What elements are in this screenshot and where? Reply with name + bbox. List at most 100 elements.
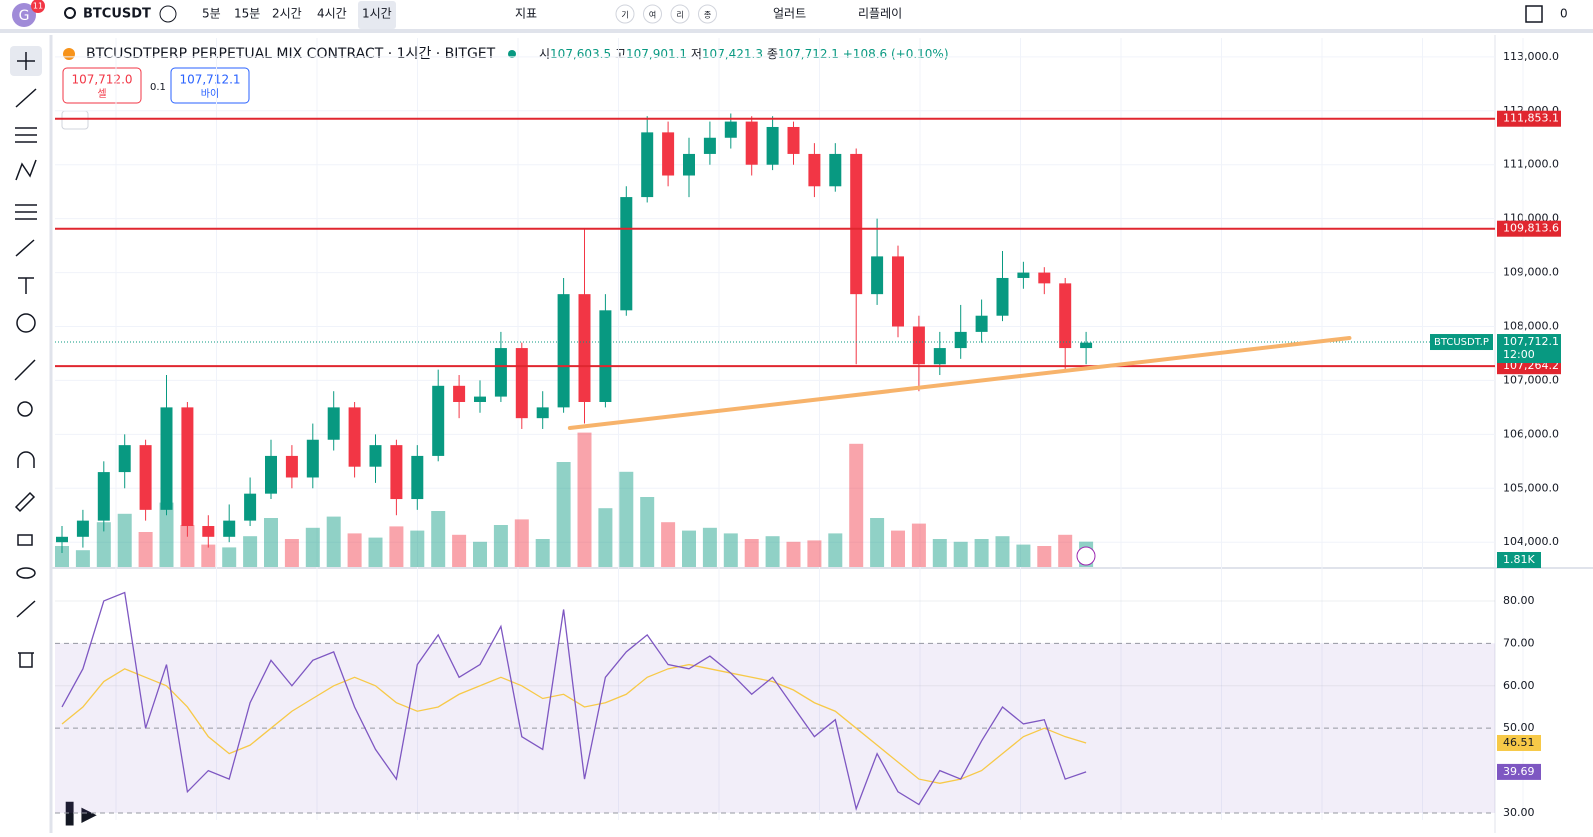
y-tick-label: 109,000.0 (1503, 266, 1559, 279)
tool-line[interactable] (15, 88, 37, 108)
volume-bar (514, 519, 529, 567)
ohlc-value: 107,421.3 (702, 47, 767, 61)
volume-bar (55, 546, 69, 567)
drawing-tools (10, 46, 42, 668)
volume-bar (828, 533, 843, 567)
search-icon[interactable] (64, 7, 76, 19)
active-interval-bg (358, 1, 396, 29)
candle-body (578, 294, 591, 402)
volume-label: 1.81K (1503, 553, 1535, 566)
candle-body (76, 520, 89, 537)
candle-body (97, 472, 110, 521)
countdown: 12:00 (1503, 348, 1535, 361)
volume-bar (347, 533, 362, 567)
avatar[interactable] (12, 3, 36, 27)
volume-bar (556, 462, 571, 567)
volume-bar (431, 511, 446, 567)
chip (670, 4, 690, 24)
alert[interactable]: 얼러트 (773, 7, 806, 21)
tool-magnet[interactable] (17, 451, 35, 468)
volume-bar (974, 539, 989, 567)
y-tick-label: 104,000.0 (1503, 535, 1559, 548)
chip (643, 4, 662, 24)
volume-bar (1037, 546, 1052, 567)
indicators[interactable]: 지표 (515, 7, 537, 21)
tool-fib[interactable] (15, 204, 37, 220)
volume-bar (264, 518, 278, 567)
candle-body (850, 153, 863, 295)
rsi-ma-line (61, 663, 1087, 784)
candle-body (933, 348, 946, 365)
candle-body (912, 326, 925, 365)
candle-body (871, 256, 884, 295)
y-tick-label: 107,000.0 (1503, 373, 1559, 386)
interval[interactable]: 1시간 (362, 7, 392, 21)
tool-pattern[interactable] (15, 159, 37, 181)
candle-body (996, 277, 1009, 316)
candle-body (181, 407, 194, 527)
tool-link[interactable] (16, 600, 36, 618)
tool-lock-draw[interactable] (14, 491, 36, 513)
buy-button[interactable] (170, 67, 250, 104)
volume-bar (452, 534, 467, 567)
symbol[interactable]: BTCUSDT (83, 7, 151, 22)
coin-icon (63, 48, 75, 60)
sell-label: 셀 (97, 88, 106, 100)
tool-crosshair[interactable] (17, 52, 35, 70)
badge-count: 11 (33, 2, 43, 11)
badge (31, 0, 45, 13)
tool-zoom[interactable] (17, 401, 33, 417)
tool-emoji[interactable] (16, 313, 36, 333)
legend-title: BTCUSDTPERP PERPETUAL MIX CONTRACT · 1시간… (86, 46, 496, 62)
candle-body (515, 348, 528, 419)
chip-label: 기 (621, 11, 628, 20)
y-tick-label: 111,000.0 (1503, 158, 1559, 171)
candle-body (348, 407, 361, 467)
tool-text[interactable] (18, 277, 34, 294)
ohlc-label: 종 (767, 47, 778, 61)
ohlc-change: +108.6 (+0.10%) (843, 47, 949, 61)
tool-lock[interactable] (17, 534, 33, 546)
tool-eye[interactable] (16, 567, 36, 579)
volume-bar (117, 513, 132, 567)
add-symbol[interactable] (159, 5, 177, 23)
candle-body (1017, 272, 1030, 278)
layout-icon[interactable] (1525, 5, 1543, 23)
tool-ruler[interactable] (14, 359, 36, 381)
symbol-tag (1430, 334, 1493, 351)
ohlc-value: 107,712.1 (778, 47, 843, 61)
level-label: 111,853.1 (1503, 112, 1559, 125)
replay[interactable]: 리플레이 (858, 7, 902, 21)
tool-channel[interactable] (15, 127, 37, 143)
volume-bar (849, 443, 864, 567)
volume-bar (1016, 544, 1031, 567)
sell-price: 107,712.0 (71, 73, 132, 87)
candle-body (892, 256, 904, 327)
interval[interactable]: 5분 (202, 7, 221, 21)
count: 0 (1560, 7, 1568, 21)
volume-bar (891, 530, 905, 567)
volume-bar (640, 497, 655, 567)
candle-body (474, 396, 486, 402)
candle-body (787, 126, 800, 154)
tool-brush[interactable] (15, 239, 35, 257)
rsi-tick-label: 60.00 (1503, 679, 1535, 692)
volume-bar (661, 522, 676, 567)
volume-bar (1058, 534, 1073, 567)
candle-body (703, 137, 716, 154)
level-tag (1497, 220, 1561, 237)
interval[interactable]: 15분 (234, 7, 260, 21)
chip-label: 리 (676, 11, 683, 20)
interval[interactable]: 2시간 (272, 7, 302, 21)
collapse-button[interactable] (61, 110, 89, 130)
candle-body (139, 445, 152, 510)
chip (698, 4, 717, 24)
sell-button[interactable] (62, 67, 142, 104)
candle-body (683, 153, 695, 176)
y-tick-label: 105,000.0 (1503, 481, 1559, 494)
tool-trash[interactable] (18, 652, 34, 668)
rsi-line-label: 39.69 (1503, 765, 1535, 778)
interval[interactable]: 4시간 (317, 7, 347, 21)
ohlc-value: 107,603.5 (550, 47, 615, 61)
